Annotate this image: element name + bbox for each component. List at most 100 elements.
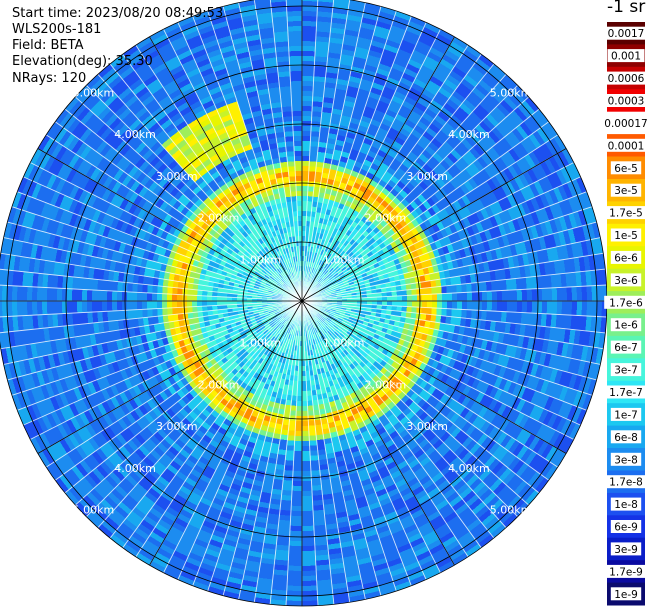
ppi-cell: [476, 301, 482, 311]
ppi-cell: [354, 134, 365, 143]
ppi-cell: [466, 283, 472, 293]
ppi-cell: [346, 236, 353, 243]
ppi-cell: [404, 194, 414, 204]
ppi-cell: [336, 134, 346, 142]
ppi-cell: [472, 107, 486, 121]
ppi-cell: [395, 86, 409, 97]
ppi-cell: [383, 171, 394, 180]
ppi-cell: [591, 285, 597, 301]
ppi-cell: [302, 236, 306, 242]
ppi-cell: [316, 207, 322, 213]
ppi-cell: [387, 192, 396, 201]
ppi-cell: [302, 415, 309, 421]
ppi-cell: [424, 145, 436, 157]
ppi-cell: [506, 301, 512, 312]
ppi-cell: [346, 158, 356, 166]
ppi-cell: [316, 276, 321, 282]
ppi-cell: [401, 295, 407, 301]
ppi-cell: [431, 301, 437, 309]
ppi-cell: [391, 20, 408, 31]
ppi-cell: [305, 221, 311, 227]
ppi-cell: [486, 301, 492, 311]
ppi-cell: [318, 259, 323, 266]
ppi-cell: [399, 176, 410, 186]
ppi-cell: [328, 128, 339, 135]
ppi-cell: [425, 280, 432, 288]
ppi-cell: [412, 106, 425, 117]
ppi-cell: [337, 186, 345, 194]
ppi-cell: [276, 539, 290, 546]
ppi-cell: [345, 229, 352, 237]
ppi-cell: [431, 137, 443, 149]
ppi-cell: [405, 63, 420, 74]
ppi-cell: [406, 306, 412, 313]
ppi-cell: [530, 313, 537, 326]
ppi-cell: [436, 163, 447, 174]
ppi-cell: [302, 520, 314, 526]
ppi-cell: [322, 268, 328, 274]
ppi-cell: [374, 25, 391, 35]
ppi-cell: [279, 509, 291, 516]
ppi-cell: [356, 129, 367, 138]
ppi-cell: [446, 74, 461, 87]
ppi-cell: [408, 133, 420, 144]
ppi-cell: [320, 182, 327, 189]
ppi-cell: [343, 100, 356, 108]
ppi-cell: [399, 163, 409, 173]
ppi-cell: [389, 100, 402, 110]
ppi-cell: [406, 91, 420, 102]
ppi-cell: [402, 141, 414, 152]
ppi-cell: [446, 308, 452, 317]
ppi-cell: [454, 62, 470, 75]
ppi-cell: [302, 176, 309, 182]
ppi-cell: [525, 312, 532, 325]
ppi-cell: [390, 122, 402, 133]
ppi-cell: [312, 96, 324, 103]
ppi-cell: [316, 21, 332, 28]
ppi-cell: [355, 244, 362, 251]
ppi-cell: [310, 470, 321, 476]
ppi-cell: [459, 102, 473, 116]
ppi-cell: [335, 83, 348, 91]
ppi-cell: [316, 259, 321, 265]
ppi-cell: [407, 114, 420, 125]
ppi-cell: [447, 45, 463, 58]
ppi-cell: [431, 42, 447, 55]
ppi-cell: [365, 154, 375, 163]
ppi-cell: [421, 149, 433, 160]
ppi-cell: [445, 316, 452, 325]
ppi-cell: [302, 530, 315, 536]
ppi-cell: [510, 312, 517, 324]
ppi-cell: [322, 275, 327, 280]
ppi-cell: [302, 161, 310, 167]
ppi-cell: [302, 251, 305, 257]
ppi-cell: [471, 127, 485, 141]
ppi-cell: [323, 162, 332, 169]
ppi-cell: [379, 162, 390, 171]
ppi-cell: [329, 169, 337, 176]
ppi-cell: [411, 301, 417, 307]
ppi-cell: [329, 243, 335, 249]
ppi-cell: [404, 119, 417, 130]
ppi-cell: [530, 276, 537, 289]
ppi-cell: [309, 226, 314, 232]
ppi-cell: [278, 444, 287, 451]
ppi-cell: [390, 25, 406, 35]
ppi-cell: [461, 309, 467, 319]
ppi-cell: [378, 179, 388, 188]
ppi-cell: [402, 123, 414, 134]
ppi-cell: [293, 455, 302, 461]
ppi-cell: [328, 237, 334, 244]
ppi-cell: [394, 154, 405, 164]
ppi-cell: [379, 122, 391, 132]
ppi-cell: [443, 78, 458, 91]
ppi-cell: [449, 70, 464, 83]
ppi-cell: [364, 2, 381, 12]
ppi-cell: [365, 59, 380, 68]
ppi-cell: [396, 295, 402, 301]
ppi-cell: [429, 47, 445, 59]
ppi-cell: [440, 126, 453, 138]
ppi-cell: [415, 157, 426, 168]
ppi-cell: [354, 51, 368, 60]
